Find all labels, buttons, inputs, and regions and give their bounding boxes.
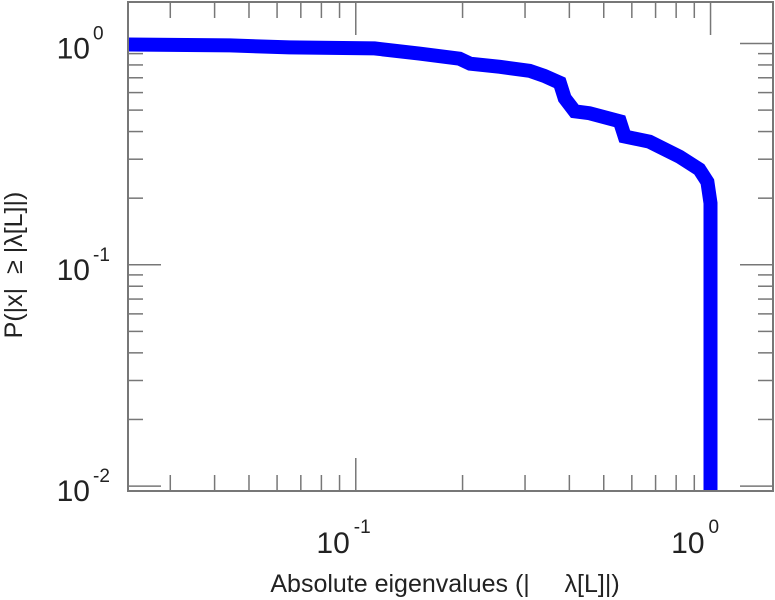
y-tick-label: 10 (57, 475, 90, 508)
y-tick-exponent: -1 (93, 245, 110, 266)
series-layer (127, 37, 718, 492)
x-axis-title: Absolute eigenvalues (| λ[L]|) (270, 570, 619, 598)
plot-frame (127, 1, 774, 492)
y-axis-title: P(|x| ≥ |λ[L]|) (0, 192, 28, 339)
x-tick-exponent: -1 (354, 517, 371, 538)
x-tick-label: 10 (671, 527, 704, 560)
axis-ticks (128, 2, 773, 491)
ccdf-line (127, 37, 718, 491)
x-tick-exponent: 0 (709, 517, 720, 538)
y-tick-label: 10 (57, 254, 90, 287)
y-tick-label: 10 (57, 32, 90, 65)
y-tick-exponent: 0 (93, 23, 104, 44)
tick-labels: 10 -1 10 010 010 -110 -2 (57, 23, 719, 560)
y-tick-exponent: -2 (93, 466, 110, 487)
x-tick-label: 10 (316, 527, 349, 560)
